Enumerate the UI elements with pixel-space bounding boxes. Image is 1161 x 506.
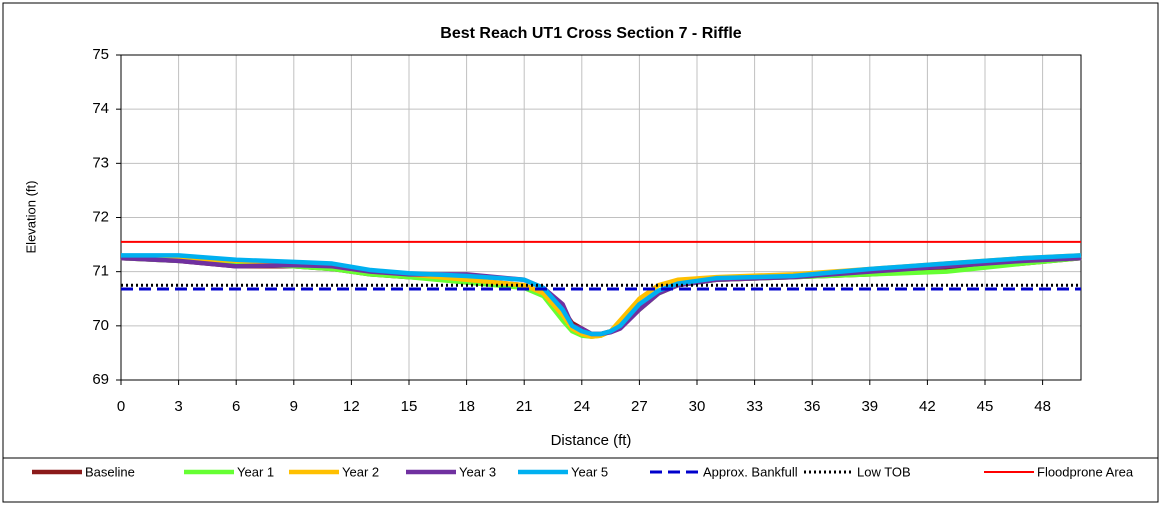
x-tick-label: 6: [232, 398, 240, 415]
legend-label: Baseline: [85, 464, 135, 479]
plot-area: [120, 54, 1082, 381]
x-tick-label: 24: [573, 398, 590, 415]
x-tick-label: 45: [977, 398, 994, 415]
x-tick-label: 33: [746, 398, 763, 415]
x-tick-label: 12: [343, 398, 360, 415]
y-tick-label: 75: [92, 46, 109, 63]
legend-label: Year 5: [571, 464, 608, 479]
y-tick-label: 71: [92, 263, 109, 280]
y-axis-label: Elevation (ft): [23, 181, 38, 254]
y-tick-label: 70: [92, 317, 109, 334]
x-tick-label: 30: [689, 398, 706, 415]
legend-label: Year 3: [459, 464, 496, 479]
x-axis-label: Distance (ft): [551, 432, 632, 449]
legend-label: Year 2: [342, 464, 379, 479]
x-tick-label: 15: [401, 398, 418, 415]
series-line: [121, 253, 1082, 337]
legend-label: Low TOB: [857, 464, 911, 479]
x-tick-label: 18: [458, 398, 475, 415]
x-tick-label: 21: [516, 398, 533, 415]
y-tick-label: 69: [92, 371, 109, 388]
legend-label: Floodprone Area: [1037, 464, 1134, 479]
x-tick-label: 42: [919, 398, 936, 415]
y-tick-label: 72: [92, 208, 109, 225]
x-tick-label: 48: [1034, 398, 1051, 415]
legend-label: Year 1: [237, 464, 274, 479]
x-tick-label: 9: [290, 398, 298, 415]
x-tick-label: 3: [174, 398, 182, 415]
y-tick-label: 74: [92, 100, 109, 117]
chart-title: Best Reach UT1 Cross Section 7 - Riffle: [440, 25, 742, 42]
legend-label: Approx. Bankfull: [703, 464, 798, 479]
x-tick-label: 36: [804, 398, 821, 415]
x-tick-label: 0: [117, 398, 125, 415]
x-tick-label: 39: [861, 398, 878, 415]
x-tick-label: 27: [631, 398, 648, 415]
y-tick-label: 73: [92, 154, 109, 171]
